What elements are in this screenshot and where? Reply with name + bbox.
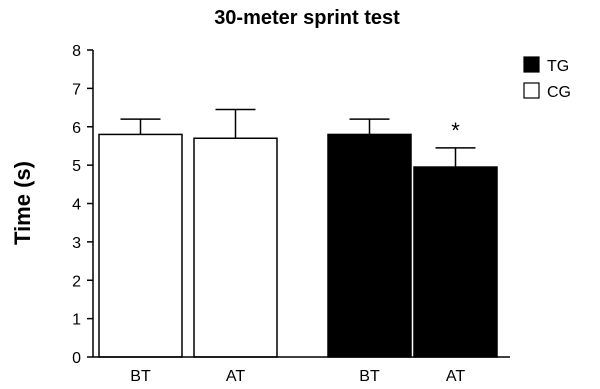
- legend-swatch-cg: [523, 82, 540, 99]
- legend-swatch-tg: [523, 56, 540, 73]
- chart-title: 30-meter sprint test: [214, 7, 400, 29]
- y-tick-label: 0: [72, 350, 81, 367]
- legend-label-cg: CG: [547, 84, 571, 101]
- y-tick-label: 4: [72, 197, 81, 214]
- legend-label-tg: TG: [547, 58, 569, 75]
- y-tick-label: 6: [72, 120, 81, 137]
- y-tick-label: 2: [72, 273, 81, 290]
- x-tick-label: BT: [130, 368, 151, 385]
- bar-tg-at: [413, 166, 498, 358]
- bar-cg-at: [193, 137, 278, 358]
- y-axis-label: Time (s): [10, 161, 35, 245]
- y-tick-label: 5: [72, 158, 81, 175]
- x-tick-label: AT: [226, 368, 245, 385]
- legend: TG CG: [523, 56, 571, 101]
- y-tick-label: 8: [72, 43, 81, 60]
- y-tick-label: 1: [72, 312, 81, 329]
- plot-area: BT AT BT AT * 0 1 2 3 4 5 6 7 8: [72, 43, 510, 385]
- bar-cg-bt: [98, 133, 183, 358]
- bar-tg-bt: [327, 133, 412, 358]
- significance-marker: *: [451, 118, 460, 143]
- y-tick-label: 3: [72, 235, 81, 252]
- x-tick-label: AT: [446, 368, 465, 385]
- y-tick-label: 7: [72, 81, 81, 98]
- x-tick-label: BT: [359, 368, 380, 385]
